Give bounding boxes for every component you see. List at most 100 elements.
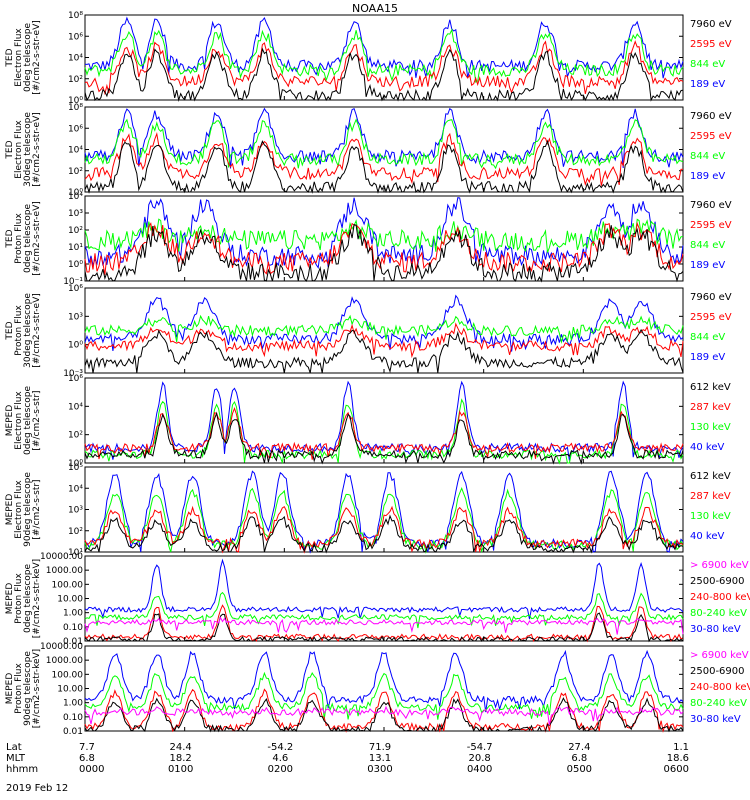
y-tick-label: 10000.00 (40, 642, 83, 652)
y-tick-label: 10² (68, 167, 83, 177)
series-trace (84, 314, 684, 344)
y-axis-label-line: TED (5, 321, 15, 340)
tick-hhmm: 0000 (79, 764, 104, 775)
legend-entry: > 6900 keV (690, 650, 749, 661)
y-tick-label: 10⁰ (68, 341, 83, 351)
y-tick-label: 10⁶ (68, 32, 83, 42)
y-tick-label: 10⁰ (68, 96, 83, 106)
legend-entry: 80-240 keV (690, 608, 747, 619)
legend-entry: 30-80 keV (690, 714, 741, 725)
tick-lat: 24.4 (170, 742, 192, 753)
y-tick-label: 10.00 (57, 595, 83, 605)
legend-entry: 80-240 keV (690, 698, 747, 709)
tick-lat: 71.9 (369, 742, 391, 753)
legend-entry: 7960 eV (690, 19, 732, 30)
y-tick-label: 10⁶ (68, 124, 83, 134)
y-axis-label-line: [#/cm2-s-str-eV] (32, 112, 42, 187)
y-axis-label-line: MEPED (5, 494, 15, 526)
tick-mlt: 18.6 (667, 753, 689, 764)
y-tick-label: 10¹ (68, 548, 83, 558)
series-trace (84, 514, 684, 554)
y-tick-label: 10⁰ (68, 188, 83, 198)
y-tick-label: 100.00 (52, 670, 84, 680)
y-axis-label-line: Electron Flux (14, 120, 24, 179)
y-axis-label-line: 90deg telescope (23, 651, 33, 726)
y-tick-label: 10⁴ (68, 192, 83, 202)
y-tick-label: 1000.00 (46, 566, 83, 576)
y-tick-label: 10.00 (57, 685, 83, 695)
y-tick-label: 10² (68, 527, 83, 537)
y-axis-label-line: 0deg telescope (23, 204, 33, 274)
y-tick-label: 10⁰ (68, 260, 83, 270)
series-trace (84, 221, 684, 275)
footer-row-label: MLT (6, 753, 26, 764)
y-tick-label: 10⁰ (68, 459, 83, 469)
legend-entry: 2595 eV (690, 131, 732, 142)
y-tick-label: 0.01 (63, 727, 83, 737)
legend-entry: 612 keV (690, 471, 731, 482)
legend-entry: 30-80 keV (690, 624, 741, 635)
y-axis-label-line: Proton Flux (14, 573, 24, 624)
legend-entry: 40 keV (690, 531, 724, 542)
footer-row-label: Lat (6, 742, 22, 753)
y-tick-label: 10¹ (68, 243, 83, 253)
legend-entry: 2595 eV (690, 312, 732, 323)
tick-mlt: 18.2 (170, 753, 192, 764)
y-axis-label-line: Electron Flux (14, 391, 24, 450)
panel-7: 0.01 0.10 1.00 10.00 100.00 1000.00 10000.00 ME… (5, 552, 750, 647)
legend-entry: 240-800 keV (690, 592, 750, 603)
y-axis-label-line: Proton Flux (14, 213, 24, 264)
series-trace (84, 591, 684, 629)
legend-entry: 189 eV (690, 79, 725, 90)
y-tick-label: 10⁶ (68, 374, 83, 384)
y-axis-label-line: Proton Flux (14, 663, 24, 714)
legend-entry: 40 keV (690, 442, 724, 453)
y-tick-label: 1.00 (63, 609, 83, 619)
y-axis-label-line: [#/cm2-s-str-keV] (32, 559, 42, 638)
legend-entry: 130 keV (690, 422, 731, 433)
plot-frame (84, 195, 684, 282)
y-tick-label: 10³ (68, 506, 83, 516)
legend-entry: 844 eV (690, 151, 725, 162)
panel-8: 0.01 0.10 1.00 10.00 100.00 1000.00 10000.00 ME… (5, 642, 750, 737)
series-trace (84, 322, 684, 359)
y-axis-label-line: [#/cm2-s-str] (32, 479, 42, 539)
series-trace (84, 118, 684, 170)
y-tick-label: 1000.00 (46, 656, 83, 666)
series-trace (84, 197, 684, 269)
series-trace (84, 705, 684, 726)
legend-entry: 844 eV (690, 332, 725, 343)
legend-entry: 240-800 keV (690, 682, 750, 693)
y-tick-label: 10⁴ (68, 146, 83, 156)
y-tick-label: 10³ (68, 209, 83, 219)
legend-entry: 130 keV (690, 511, 731, 522)
y-axis-label-line: TED (5, 140, 15, 159)
series-trace (84, 411, 684, 465)
y-tick-label: 10⁶ (68, 284, 83, 294)
footer-row-label: hhmm (6, 764, 38, 775)
legend-entry: 287 keV (690, 491, 731, 502)
plot-frame (84, 466, 684, 553)
legend-entry: 189 eV (690, 352, 725, 363)
y-axis-label-line: [#/cm2-s-str-eV] (32, 20, 42, 95)
y-tick-label: 10⁸ (68, 103, 83, 113)
legend-entry: 2595 eV (690, 220, 732, 231)
panel-3: 10⁻¹ 10⁰ 10¹ 10² 10³ 10⁴ TED Proton Flux 0deg te… (5, 192, 732, 287)
tick-lat: 7.7 (79, 742, 95, 753)
tick-hhmm: 0500 (567, 764, 592, 775)
series-trace (84, 40, 684, 96)
series-trace (84, 16, 684, 79)
series-trace (84, 649, 684, 713)
panel-1: 10⁰ 10² 10⁴ 10⁶ 10⁸ TED Electron Flux 0deg tele… (5, 11, 732, 106)
y-tick-label: 0.01 (63, 637, 83, 647)
tick-lat: 27.4 (568, 742, 590, 753)
legend-entry: 189 eV (690, 260, 725, 271)
y-axis-label-line: Proton Flux (14, 305, 24, 356)
figure-title: NOAA15 (352, 2, 398, 15)
tick-hhmm: 0200 (268, 764, 293, 775)
legend-entry: 2500-6900 (690, 576, 745, 587)
plot-frame (84, 14, 684, 101)
tick-lat: 1.1 (673, 742, 689, 753)
